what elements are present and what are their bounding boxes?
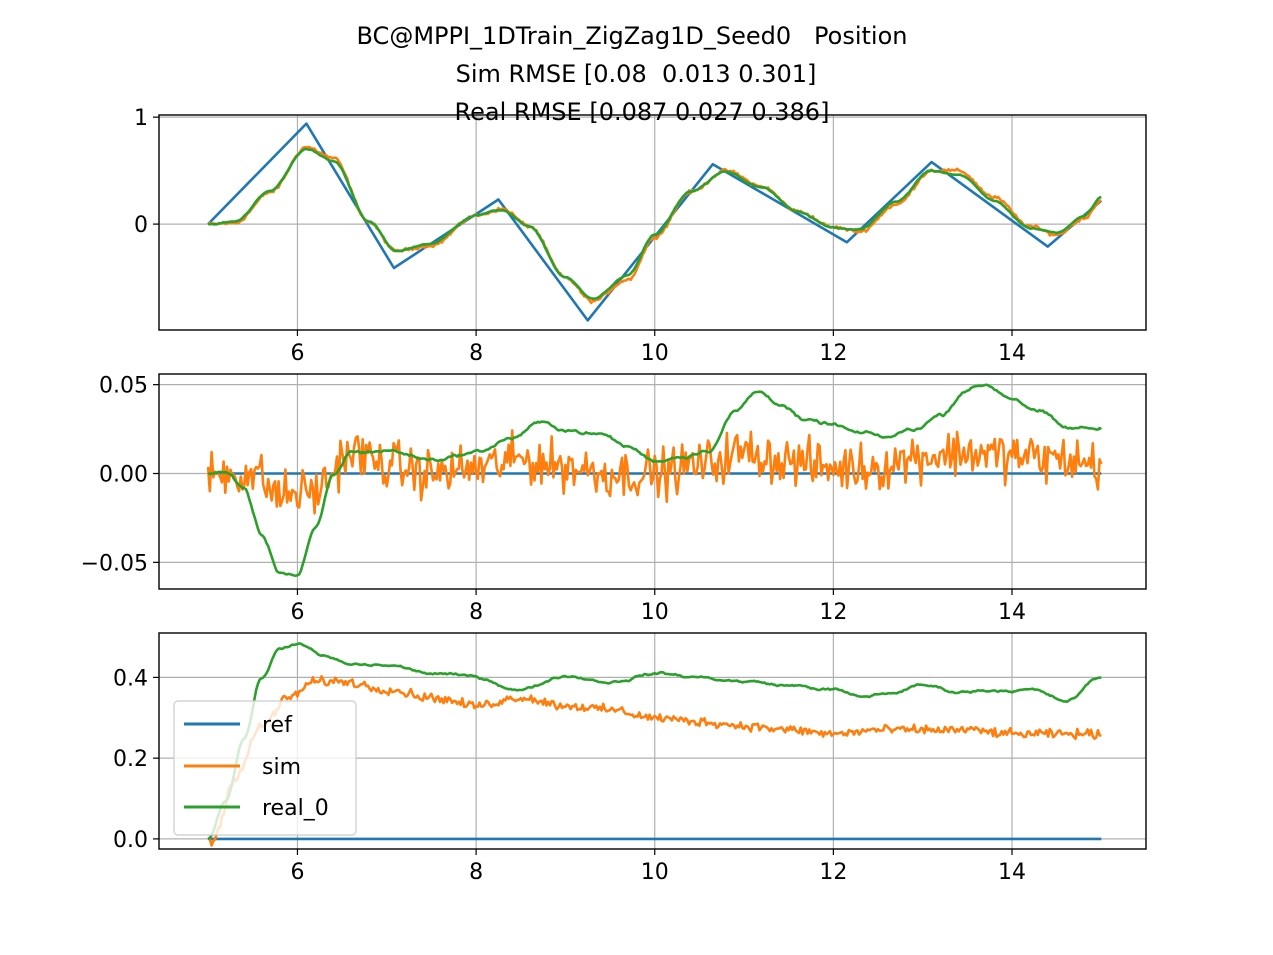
series-group: [207, 642, 1102, 847]
subplot-1: 6 8 10 12 14 0 1: [134, 106, 1147, 366]
x-tick-label: 10: [641, 341, 669, 366]
x-tick-label: 10: [641, 860, 669, 885]
series-line-sim: [207, 675, 1102, 847]
axes-frame: [158, 373, 1147, 590]
legend: ref sim real_0: [173, 700, 357, 836]
x-tick-label: 12: [819, 341, 847, 366]
x-tick-label: 12: [819, 860, 847, 885]
legend-label-sim: sim: [262, 755, 301, 780]
series-line-sim: [206, 429, 1103, 515]
plot-layer: 6 8 10 12 14 0 1 6 8 10 12 14 −0.05 0.00 0.05 6 8 10 12 14 0…: [81, 106, 1147, 885]
x-tick-label: 6: [290, 860, 304, 885]
legend-label-real-0: real_0: [262, 796, 329, 821]
title-line-2: Sim RMSE [0.08 0.013 0.301]: [456, 60, 817, 88]
series-line-ref: [207, 122, 1103, 322]
x-tick-label: 8: [469, 600, 483, 625]
x-tick-label: 8: [469, 341, 483, 366]
subplot-2: 6 8 10 12 14 −0.05 0.00 0.05: [81, 373, 1147, 625]
y-tick-label: 0.00: [99, 463, 148, 488]
series-line-real-0: [208, 383, 1102, 577]
series-group: [207, 122, 1103, 322]
title-line-1: BC@MPPI_1DTrain_ZigZag1D_Seed0 Position: [357, 22, 908, 50]
x-tick-label: 8: [469, 860, 483, 885]
y-tick-label: 0.2: [113, 747, 148, 772]
legend-label-ref: ref: [262, 713, 293, 738]
subplot-3: 6 8 10 12 14 0.0 0.2 0.4: [113, 632, 1147, 885]
x-tick-label: 6: [290, 341, 304, 366]
x-tick-label: 12: [819, 600, 847, 625]
figure-title: BC@MPPI_1DTrain_ZigZag1D_Seed0 Position …: [357, 22, 908, 126]
y-tick-label: −0.05: [81, 551, 148, 576]
x-tick-label: 14: [998, 341, 1026, 366]
series-group: [206, 383, 1103, 577]
y-tick-label: 0.0: [113, 828, 148, 853]
axes-frame: [158, 114, 1147, 331]
y-tick-label: 1: [134, 106, 148, 131]
x-tick-label: 14: [998, 860, 1026, 885]
y-tick-label: 0.05: [99, 374, 148, 399]
series-line-real-0: [207, 642, 1102, 841]
x-tick-label: 14: [998, 600, 1026, 625]
y-tick-label: 0: [134, 213, 148, 238]
x-tick-label: 6: [290, 600, 304, 625]
y-tick-label: 0.4: [113, 666, 148, 691]
series-line-real-0: [207, 147, 1102, 300]
title-line-3: Real RMSE [0.087 0.027 0.386]: [455, 98, 830, 126]
x-tick-label: 10: [641, 600, 669, 625]
axes-frame: [158, 632, 1147, 850]
legend-frame: [173, 700, 357, 836]
